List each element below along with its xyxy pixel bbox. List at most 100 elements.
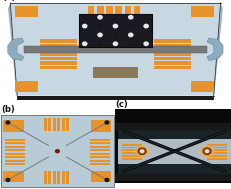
Circle shape xyxy=(82,33,86,37)
Polygon shape xyxy=(213,3,222,100)
Bar xyxy=(154,48,190,51)
Circle shape xyxy=(113,15,117,19)
Bar xyxy=(1,115,113,187)
Bar xyxy=(53,118,55,131)
Bar xyxy=(44,171,46,184)
Bar xyxy=(3,120,24,132)
Circle shape xyxy=(113,42,117,45)
Bar xyxy=(121,146,141,148)
Circle shape xyxy=(136,147,146,155)
Bar xyxy=(57,171,60,184)
Bar xyxy=(91,120,111,132)
Bar xyxy=(206,158,226,160)
Circle shape xyxy=(97,24,102,28)
Bar xyxy=(114,174,231,177)
Bar xyxy=(5,139,25,141)
Circle shape xyxy=(97,42,102,45)
Bar xyxy=(154,61,190,65)
Circle shape xyxy=(6,178,10,181)
Bar xyxy=(40,66,76,69)
Polygon shape xyxy=(10,3,220,96)
Bar xyxy=(206,149,226,151)
Bar xyxy=(40,39,76,43)
Circle shape xyxy=(113,33,117,37)
Bar xyxy=(5,149,25,151)
Bar xyxy=(90,142,110,144)
Bar xyxy=(115,6,121,35)
Bar xyxy=(118,139,230,164)
Circle shape xyxy=(143,24,148,28)
Bar xyxy=(154,57,190,60)
Circle shape xyxy=(128,42,132,45)
Circle shape xyxy=(105,121,108,124)
Circle shape xyxy=(128,33,132,37)
Bar xyxy=(66,171,69,184)
Circle shape xyxy=(134,146,148,157)
Circle shape xyxy=(143,42,148,45)
Bar xyxy=(91,171,111,182)
Circle shape xyxy=(82,15,86,19)
Circle shape xyxy=(143,15,148,19)
Bar xyxy=(40,44,76,47)
Bar xyxy=(118,130,230,174)
Bar xyxy=(62,118,64,131)
Bar xyxy=(206,146,226,148)
Bar xyxy=(24,46,206,53)
Bar xyxy=(90,156,110,158)
Bar xyxy=(48,171,51,184)
Bar xyxy=(5,163,25,165)
Bar xyxy=(154,39,190,43)
Circle shape xyxy=(138,148,145,154)
Bar xyxy=(154,44,190,47)
Bar xyxy=(114,126,231,130)
Bar xyxy=(206,144,226,146)
Bar xyxy=(114,177,231,181)
Bar xyxy=(206,152,226,154)
Bar xyxy=(114,109,231,183)
Bar xyxy=(154,53,190,56)
Bar xyxy=(190,81,213,92)
Polygon shape xyxy=(17,96,213,100)
Bar xyxy=(206,155,226,157)
Bar xyxy=(124,6,130,35)
Bar xyxy=(154,66,190,69)
Bar xyxy=(133,6,140,35)
Circle shape xyxy=(202,148,210,154)
Bar xyxy=(90,149,110,151)
Circle shape xyxy=(97,15,102,19)
Text: (b): (b) xyxy=(2,105,15,114)
Circle shape xyxy=(6,121,10,124)
Circle shape xyxy=(199,146,213,157)
Bar xyxy=(15,6,38,17)
Circle shape xyxy=(205,150,208,152)
Bar xyxy=(5,156,25,158)
Bar xyxy=(3,171,24,182)
Circle shape xyxy=(139,149,144,153)
Bar xyxy=(190,6,213,17)
Bar xyxy=(15,81,38,92)
Circle shape xyxy=(97,33,102,37)
Circle shape xyxy=(128,15,132,19)
Bar xyxy=(53,171,55,184)
Bar xyxy=(5,153,25,155)
Circle shape xyxy=(55,150,59,153)
Bar xyxy=(90,146,110,148)
Polygon shape xyxy=(8,3,17,100)
Circle shape xyxy=(140,150,143,152)
Circle shape xyxy=(82,24,86,28)
Bar xyxy=(5,160,25,162)
Polygon shape xyxy=(206,38,222,61)
Bar xyxy=(90,139,110,141)
Bar xyxy=(121,152,141,154)
Bar xyxy=(5,146,25,148)
Bar xyxy=(88,6,94,35)
Circle shape xyxy=(82,42,86,45)
Bar xyxy=(62,171,64,184)
Bar xyxy=(121,155,141,157)
Bar xyxy=(40,57,76,60)
Bar xyxy=(40,48,76,51)
Circle shape xyxy=(204,149,209,153)
Bar xyxy=(114,123,231,126)
Bar xyxy=(40,61,76,65)
Polygon shape xyxy=(8,38,24,61)
